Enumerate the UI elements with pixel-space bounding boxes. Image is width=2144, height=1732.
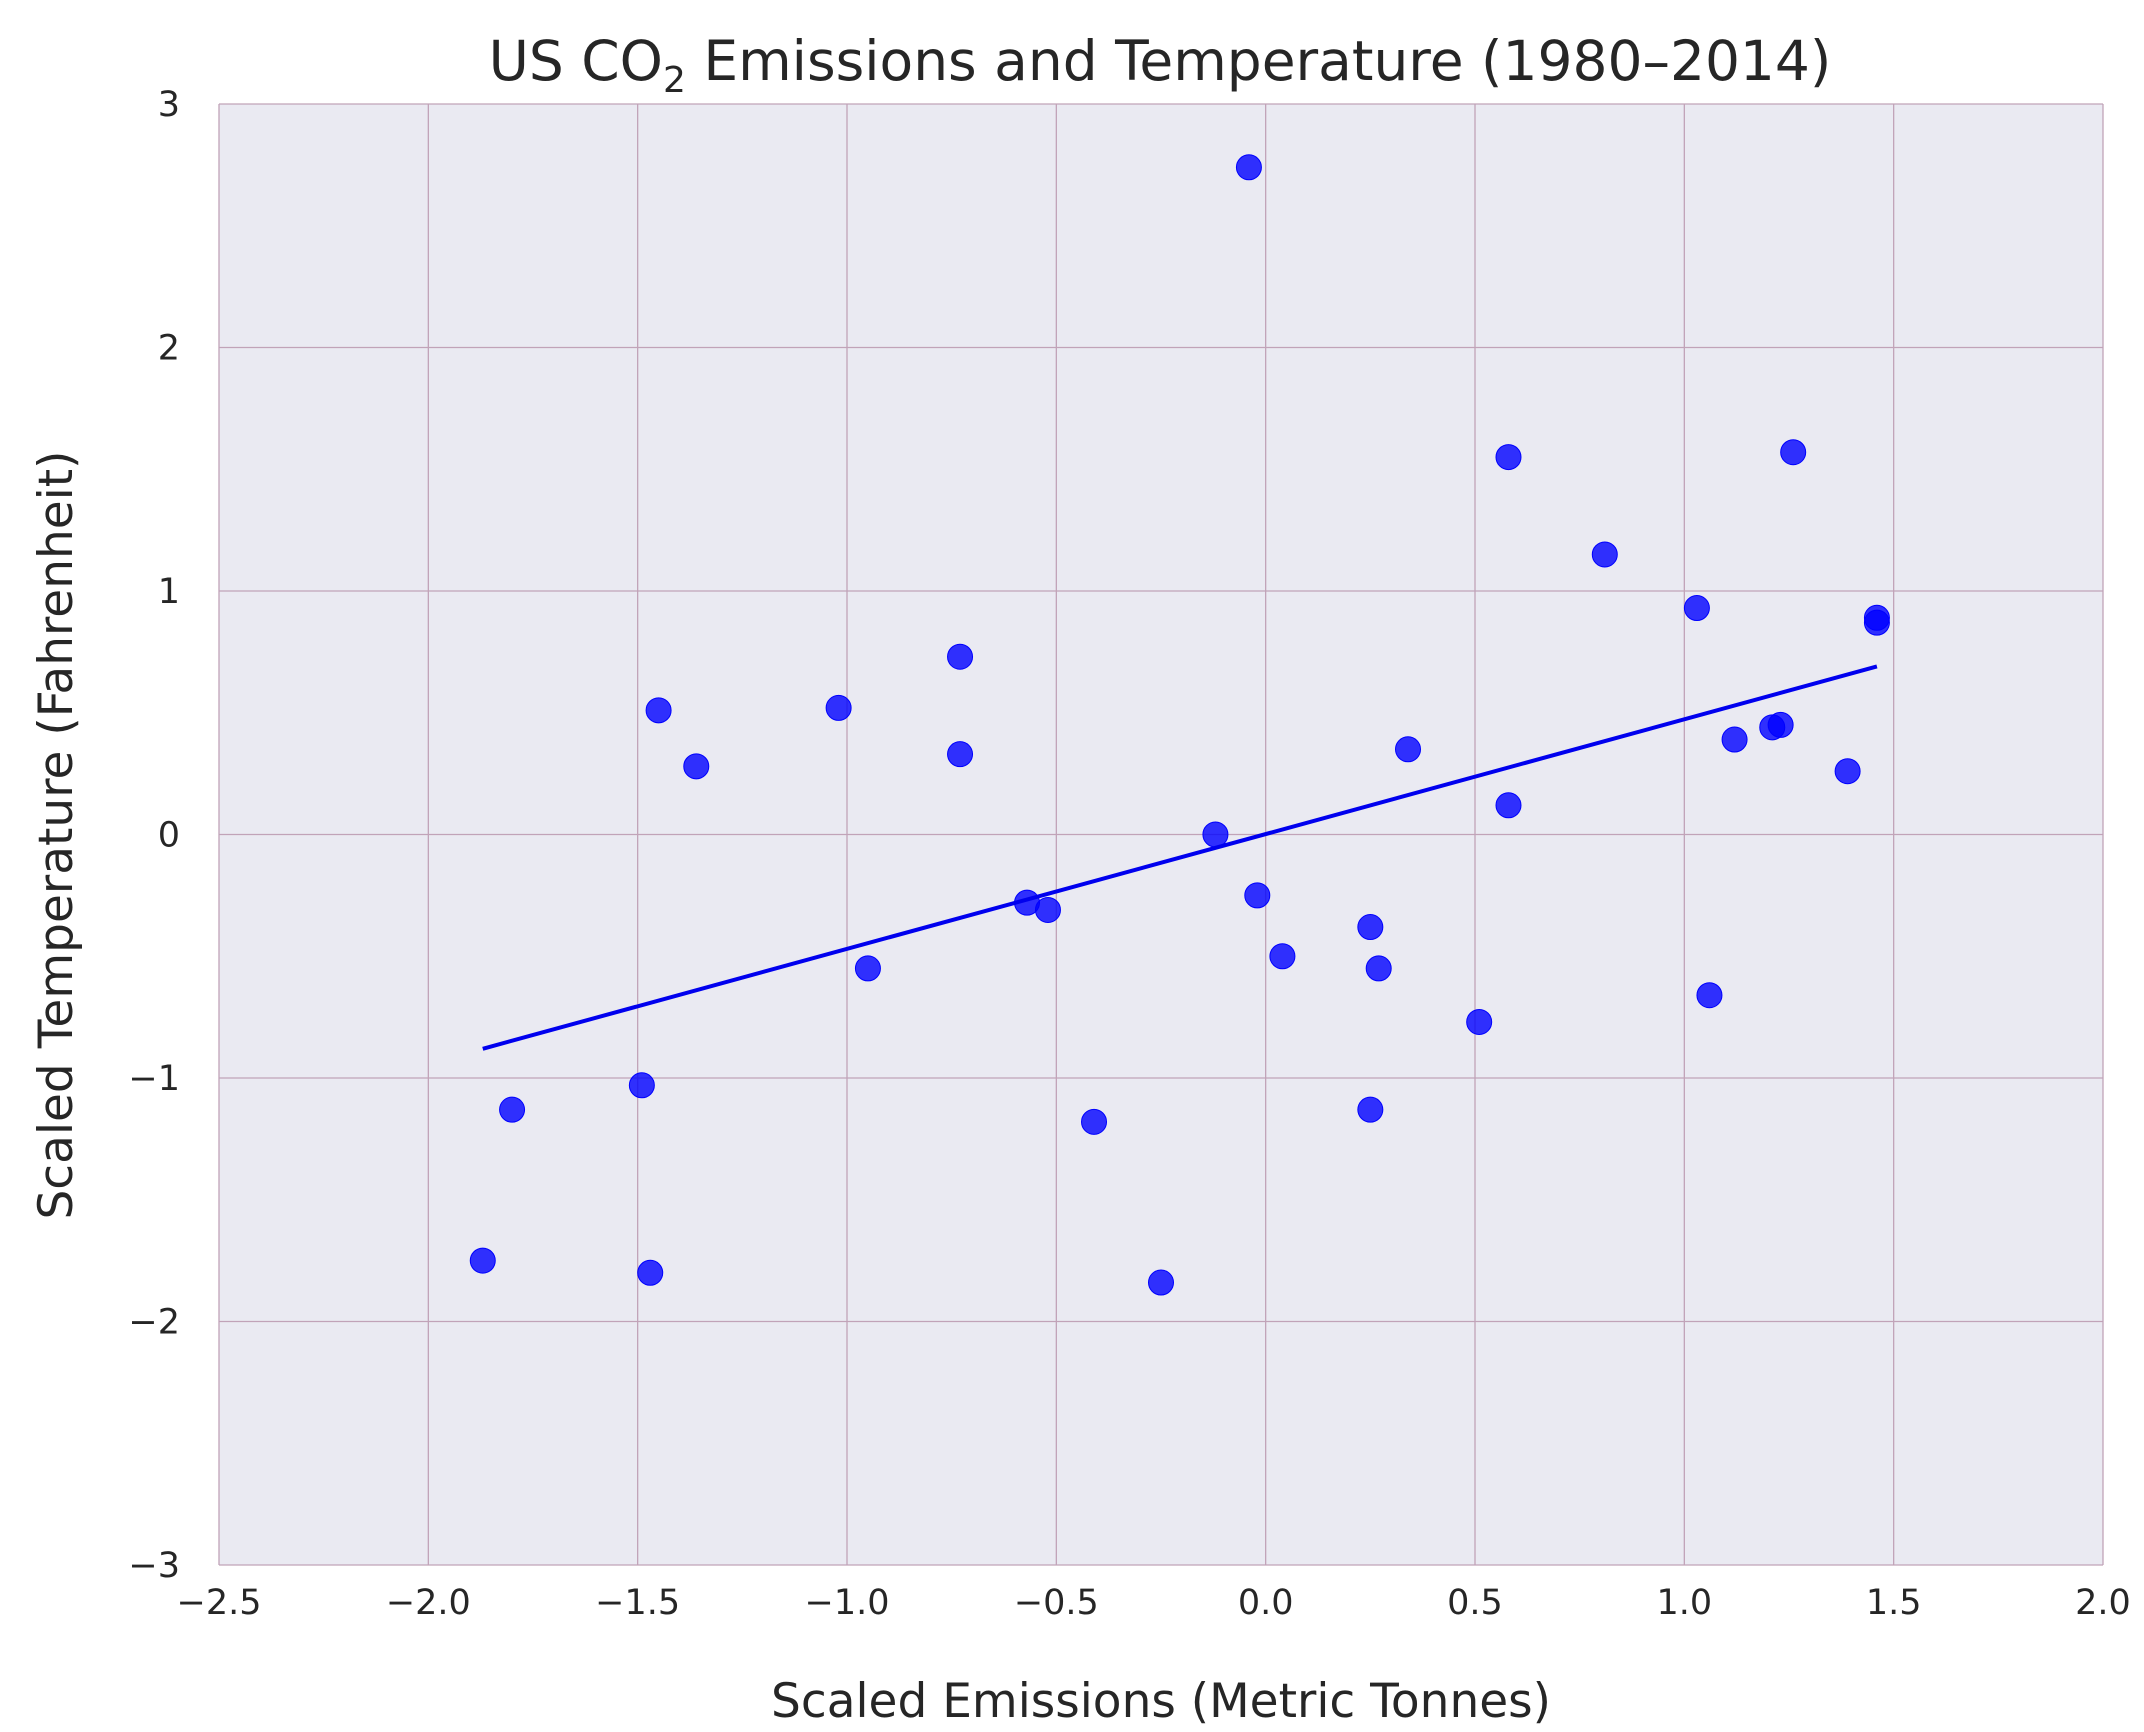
chart-title-subscript: 2 bbox=[663, 60, 686, 101]
regression-line bbox=[482, 664, 1878, 1051]
data-point bbox=[637, 1259, 664, 1286]
data-point bbox=[947, 741, 974, 768]
regression-line-group bbox=[482, 664, 1878, 1051]
x-tick-label: −2.0 bbox=[386, 1583, 471, 1623]
data-point bbox=[1235, 154, 1262, 181]
y-tick-labels: −3 −2 −1 0 1 2 3 bbox=[128, 85, 180, 1586]
data-point bbox=[1269, 943, 1296, 970]
data-point bbox=[628, 1072, 655, 1099]
data-point bbox=[1357, 1096, 1384, 1123]
x-tick-label: 1.5 bbox=[1866, 1583, 1922, 1623]
x-axis-title: Scaled Emissions (Metric Tonnes) bbox=[771, 1674, 1551, 1729]
data-point bbox=[1357, 914, 1384, 941]
data-point bbox=[825, 694, 852, 721]
x-tick-label: −2.5 bbox=[177, 1583, 262, 1623]
y-tick-label: 0 bbox=[158, 816, 180, 856]
data-point bbox=[1767, 711, 1794, 738]
data-point bbox=[1683, 595, 1710, 622]
x-tick-label: −0.5 bbox=[1014, 1583, 1099, 1623]
data-point bbox=[1591, 541, 1618, 568]
x-tick-label: 2.0 bbox=[2075, 1583, 2131, 1623]
grid-lines bbox=[218, 103, 2104, 1566]
data-point bbox=[1202, 821, 1229, 848]
x-tick-label: 0.0 bbox=[1238, 1583, 1294, 1623]
data-point bbox=[1721, 726, 1748, 753]
data-point bbox=[947, 643, 974, 670]
y-tick-label: −3 bbox=[128, 1546, 180, 1586]
data-point bbox=[1696, 982, 1723, 1009]
data-point bbox=[854, 955, 881, 982]
data-point bbox=[683, 753, 710, 780]
data-point bbox=[1081, 1108, 1108, 1135]
data-point bbox=[1780, 439, 1807, 466]
y-tick-label: −1 bbox=[128, 1059, 180, 1099]
x-tick-label: 1.0 bbox=[1656, 1583, 1712, 1623]
data-point bbox=[1365, 955, 1392, 982]
y-tick-label: −2 bbox=[128, 1303, 180, 1343]
chart-title-main: US CO bbox=[489, 29, 663, 93]
y-axis-title: Scaled Temperature (Fahrenheit) bbox=[29, 450, 84, 1219]
data-points bbox=[469, 154, 1890, 1296]
x-tick-label: 0.5 bbox=[1447, 1583, 1503, 1623]
chart-title: US CO2 Emissions and Temperature (1980–2… bbox=[489, 29, 1832, 101]
y-tick-label: 3 bbox=[158, 85, 180, 125]
x-tick-label: −1.0 bbox=[805, 1583, 890, 1623]
data-point bbox=[645, 697, 672, 724]
x-tick-label: −1.5 bbox=[595, 1583, 680, 1623]
data-point bbox=[1148, 1269, 1174, 1296]
y-tick-label: 2 bbox=[158, 329, 180, 369]
x-tick-labels: −2.5 −2.0 −1.5 −1.0 −0.5 0.0 0.5 1.0 1.5 2.0 bbox=[177, 1583, 2131, 1623]
data-point bbox=[1466, 1008, 1493, 1035]
y-tick-label: 1 bbox=[158, 572, 180, 612]
data-point bbox=[469, 1247, 496, 1274]
data-point bbox=[499, 1096, 526, 1123]
data-point bbox=[1034, 896, 1061, 923]
data-point bbox=[1244, 882, 1271, 909]
data-point bbox=[1834, 758, 1861, 785]
data-point bbox=[1395, 736, 1422, 763]
data-point bbox=[1863, 609, 1890, 636]
data-point bbox=[1495, 792, 1522, 819]
chart-title-rest: Emissions and Temperature (1980–2014) bbox=[686, 29, 1832, 93]
data-point bbox=[1495, 444, 1522, 471]
